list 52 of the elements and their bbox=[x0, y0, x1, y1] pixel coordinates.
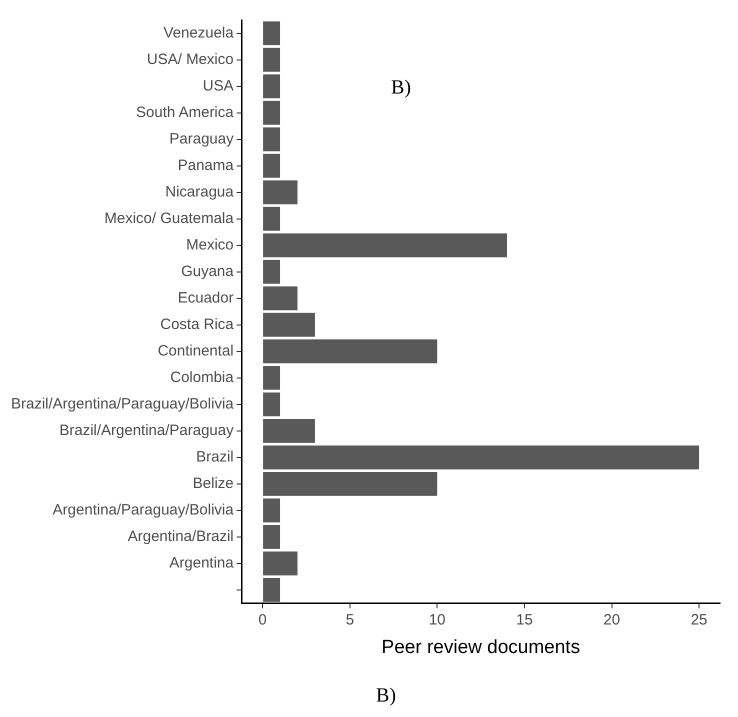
bar bbox=[263, 418, 315, 443]
bar bbox=[263, 21, 280, 46]
y-tick-label: Brazil/Argentina/Paraguay bbox=[59, 422, 234, 440]
x-tick-label: 20 bbox=[603, 611, 620, 628]
y-tick-label: Colombia bbox=[170, 369, 234, 386]
bar bbox=[263, 312, 315, 337]
y-tick-label: Costa Rica bbox=[160, 316, 234, 333]
bar bbox=[263, 286, 298, 310]
y-tick-label: Paraguay bbox=[169, 130, 234, 148]
bar bbox=[263, 233, 507, 258]
bar bbox=[263, 498, 280, 522]
y-tick-label: Argentina/Paraguay/Bolivia bbox=[52, 502, 234, 519]
bar bbox=[263, 366, 280, 390]
y-tick-label: Venezuela bbox=[164, 24, 234, 42]
y-tick-label: Guyana bbox=[181, 262, 234, 280]
y-tick-label: Mexico/ Guatemala bbox=[104, 210, 234, 227]
x-tick-label: 25 bbox=[690, 611, 708, 628]
bar bbox=[263, 48, 280, 72]
bar bbox=[263, 100, 280, 125]
bar bbox=[263, 260, 280, 284]
bar bbox=[263, 180, 298, 204]
y-tick-label: Mexico bbox=[186, 236, 234, 254]
y-tick-label: Panama bbox=[178, 156, 234, 174]
y-tick-label: Brazil/Argentina/Paraguay/Bolivia bbox=[10, 396, 234, 413]
bar bbox=[263, 578, 280, 602]
y-tick-label: Brazil bbox=[196, 448, 234, 466]
y-tick-label: Argentina bbox=[169, 554, 234, 572]
y-tick-label: South America bbox=[136, 104, 234, 121]
y-tick-label: USA/ Mexico bbox=[146, 50, 234, 68]
bar bbox=[263, 127, 280, 152]
x-tick-label: 10 bbox=[428, 611, 446, 628]
annotation: B) bbox=[391, 76, 411, 98]
y-tick-label: Argentina/Brazil bbox=[128, 528, 234, 546]
bar bbox=[263, 206, 280, 231]
bar bbox=[263, 339, 438, 364]
bar bbox=[263, 525, 280, 549]
bar bbox=[263, 552, 298, 576]
bar bbox=[263, 472, 438, 496]
bar bbox=[263, 392, 280, 416]
text: B) bbox=[376, 684, 396, 706]
y-tick-label: Continental bbox=[158, 342, 234, 360]
x-tick-label: 0 bbox=[258, 611, 267, 628]
y-tick-label: Ecuador bbox=[178, 289, 234, 306]
y-tick-label: USA bbox=[202, 77, 234, 94]
x-tick-label: 15 bbox=[516, 611, 533, 628]
x-tick-label: 5 bbox=[346, 611, 354, 628]
bar bbox=[263, 74, 280, 98]
bar bbox=[263, 445, 700, 470]
y-tick-label: Belize bbox=[192, 475, 234, 492]
y-tick-label: Nicaragua bbox=[165, 183, 234, 200]
x-axis-title: Peer review documents bbox=[382, 636, 580, 658]
bar bbox=[263, 154, 280, 178]
